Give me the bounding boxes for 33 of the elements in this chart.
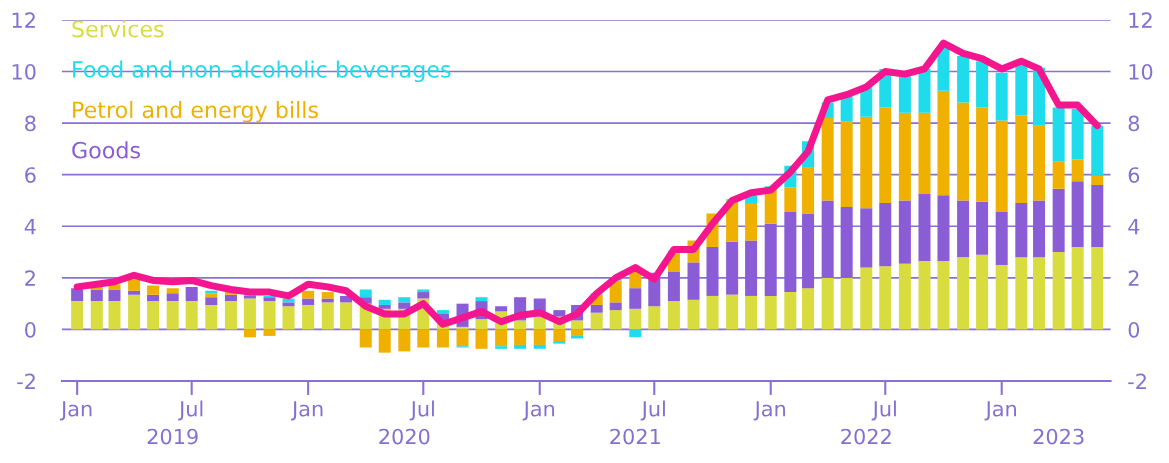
text: Services: [72, 20, 164, 38]
y2-tick-label: 6: [1128, 167, 1140, 183]
y-tick-label: 2: [25, 270, 35, 286]
y-tick-label: 12: [12, 12, 35, 28]
x2-tick-label: 2019: [147, 428, 198, 445]
y2-tick-label: 2: [1128, 270, 1139, 286]
y-tick-label: -2: [17, 373, 35, 389]
y2-tick-label: 12: [1129, 12, 1152, 28]
x-tick-label: Jul: [871, 400, 896, 421]
x2-tick-label: 2023: [1033, 428, 1084, 445]
y2-tick-label: 4: [1128, 219, 1140, 235]
text: Petrol and energy bills: [73, 100, 318, 123]
x2-tick-label: 2022: [841, 428, 891, 445]
y-tick-label: 6: [25, 167, 36, 183]
x-tick-label: Jan: [984, 401, 1016, 421]
y-tick-label: 10: [12, 63, 36, 80]
text: Goods: [72, 141, 140, 159]
y-tick-label: 8: [25, 115, 36, 132]
x-tick-label: Jan: [522, 401, 555, 421]
y2-tick-label: -2: [1128, 373, 1146, 389]
y-tick-label: 4: [24, 219, 36, 235]
x-tick-label: Jul: [178, 400, 203, 421]
y2-tick-label: 0: [1128, 321, 1140, 338]
x-tick-label: Jan: [753, 401, 786, 421]
y2-tick-label: 8: [1128, 115, 1140, 132]
x2-tick-label: 2020: [379, 428, 430, 445]
x2-tick-label: 2021: [610, 428, 660, 445]
y2-tick-label: 10: [1129, 63, 1153, 80]
x-tick-label: Jul: [409, 400, 434, 421]
x-tick-label: Jul: [640, 400, 665, 421]
x-tick-label: Jan: [60, 401, 92, 421]
y-tick-label: 0: [25, 321, 36, 338]
x-tick-label: Jan: [290, 401, 323, 421]
